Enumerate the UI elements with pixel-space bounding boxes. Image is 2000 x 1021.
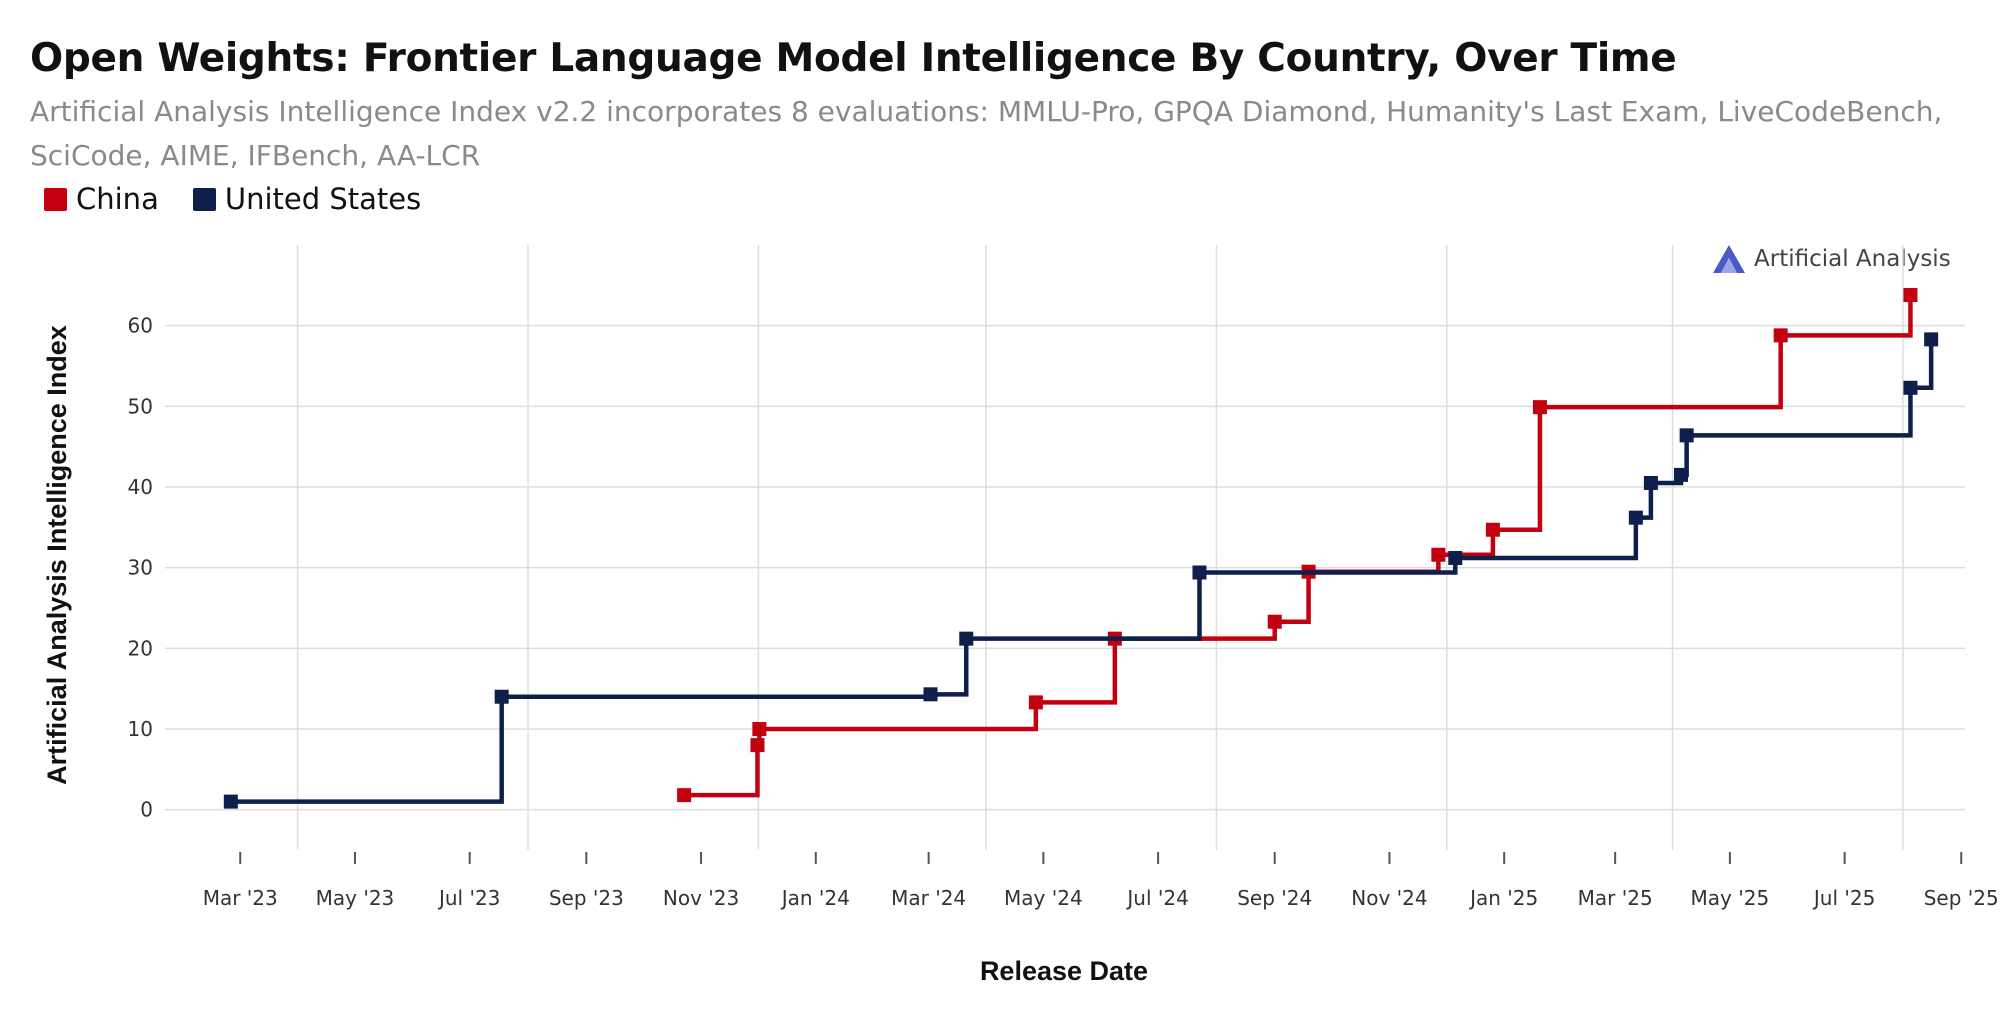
x-tick-label: Jan '25 [1468,886,1538,910]
legend-swatch-china [44,187,67,211]
x-tick-label: Mar '25 [1578,886,1653,910]
chart-subtitle: Artificial Analysis Intelligence Index v… [30,95,1943,172]
x-tick-label: Jul '24 [1125,886,1188,910]
x-tick-label: Mar '23 [203,886,278,910]
x-tick-label: Nov '23 [663,886,739,910]
legend-item-united-states[interactable]: United States [192,182,422,216]
data-point-united-states [1643,475,1658,490]
x-tick-label: Jul '25 [1812,886,1875,910]
data-point-united-states [1192,565,1207,580]
x-tick-label: Mar '24 [891,886,966,910]
data-point-united-states [1924,332,1939,347]
data-point-united-states [1673,467,1688,482]
data-point-china [1532,400,1547,415]
data-point-united-states [923,687,938,702]
data-point-china [1267,614,1282,629]
x-tick-label: Nov '24 [1351,886,1427,910]
x-tick-label: May '24 [1004,886,1083,910]
data-point-united-states [1628,510,1643,525]
x-tick-label: Sep '25 [1924,886,1999,910]
data-point-china [1773,328,1788,343]
y-tick-label: 0 [140,798,153,822]
x-tick-label: May '25 [1691,886,1770,910]
x-tick-label: Jan '24 [780,886,850,910]
legend-item-china[interactable]: China [44,182,159,216]
data-point-united-states [1903,380,1918,395]
legend-swatch-united-states [192,187,216,211]
y-axis-label: Artificial Analysis Intelligence Index [42,325,72,785]
legend-label-china: China [76,182,159,216]
series-layer [223,288,1939,809]
x-tick-label: May '23 [316,886,395,910]
legend: China United States [44,182,421,216]
x-tick-label: Sep '24 [1237,886,1312,910]
y-tick-label: 20 [128,636,153,660]
data-point-china [1028,695,1043,710]
data-point-united-states [1448,550,1463,565]
brand-name: Artificial Analysis [1754,246,1951,272]
x-tick-label: Sep '23 [549,886,624,910]
y-tick-label: 60 [128,314,153,338]
data-point-china [1485,522,1500,537]
y-tick-label: 10 [128,717,153,741]
data-point-united-states [1679,428,1694,443]
data-point-china [752,722,767,736]
y-tick-label: 40 [128,475,153,499]
data-point-united-states [494,689,509,704]
data-point-china [1431,547,1446,562]
axis-layer: 0 10 20 30 40 50 60 Mar '23 May '23 Jul '23 Sep '2… [128,314,1999,910]
data-point-china [750,738,765,753]
y-tick-label: 50 [128,394,153,418]
series-line-china [684,295,1913,798]
y-tick-label: 30 [128,556,153,580]
artificial-analysis-logo-icon [1713,245,1745,273]
data-point-china [1903,288,1918,303]
brand-logo[interactable]: Artificial Analysis [1712,244,1951,274]
legend-label-united-states: United States [224,182,422,216]
x-axis-label: Release Date [980,956,1148,986]
data-point-united-states [959,631,974,646]
grid-layer [165,245,1965,850]
x-tick-label: Jul '23 [437,886,500,910]
chart-title: Open Weights: Frontier Language Model In… [30,36,1677,81]
data-point-united-states [223,794,238,809]
data-point-china [677,788,692,803]
